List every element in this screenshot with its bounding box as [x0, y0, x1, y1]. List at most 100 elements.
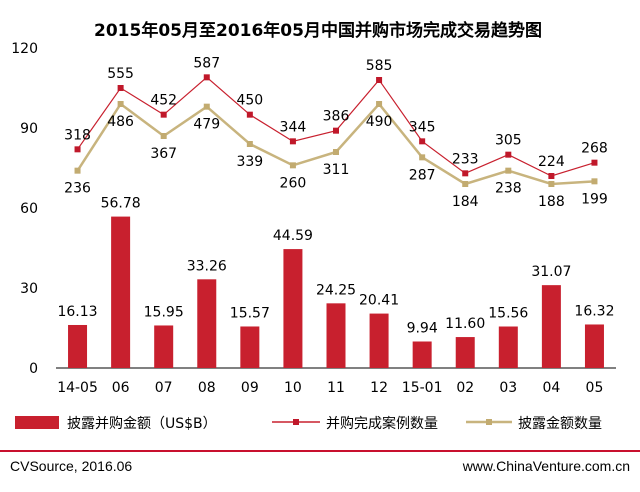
bar	[584, 324, 604, 368]
legend-bar-swatch	[15, 416, 59, 429]
case-count-value-label: 344	[280, 119, 307, 135]
bar	[240, 326, 260, 368]
bar-labels-group: 16.13 56.78 15.95 33.26 15.57 44.59 24.2520.41…	[57, 196, 614, 337]
bar	[369, 313, 389, 368]
x-tick-label: 04	[542, 380, 560, 396]
case-count-value-label: 345	[409, 119, 436, 135]
case-count-value-label: 452	[150, 93, 177, 109]
amount-count-value-label: 490	[366, 114, 393, 130]
bar-value-label: 9.94	[407, 320, 438, 336]
bar	[68, 324, 88, 368]
amount-count-value-label: 238	[495, 181, 522, 197]
bar	[326, 303, 346, 368]
amount-count-marker	[203, 103, 210, 110]
x-tick-label: 11	[327, 380, 345, 396]
bar-value-label: 44.59	[273, 228, 313, 244]
case-count-value-label: 386	[323, 109, 350, 125]
legend-bar-label: 披露并购金额（US$B）	[67, 416, 217, 432]
case-count-marker	[203, 74, 210, 81]
case-count-marker	[74, 146, 81, 153]
website-text: www.ChinaVenture.com.cn	[462, 458, 630, 474]
bar-value-label: 16.13	[57, 304, 97, 320]
x-tick-label: 10	[284, 380, 302, 396]
bar-value-label: 15.95	[144, 304, 184, 320]
amount-count-value-label: 184	[452, 194, 479, 210]
case-count-marker	[505, 151, 512, 158]
amount-count-value-label: 236	[64, 181, 91, 197]
bar	[498, 326, 518, 368]
x-tick-label: 05	[586, 380, 604, 396]
case-count-value-label: 585	[366, 58, 393, 74]
amount-count-marker	[462, 181, 469, 187]
y-tick-label: 120	[11, 41, 38, 57]
amount-count-value-label: 260	[280, 175, 307, 191]
case-count-marker	[376, 77, 383, 83]
x-axis-ticks: 14-05 06 07 08 09 10 11 12 15-01 02 03 04 05	[57, 380, 603, 396]
bar	[541, 285, 561, 368]
case-count-marker	[333, 127, 339, 134]
bar-value-label: 33.26	[187, 258, 227, 274]
case-count-value-label: 224	[538, 154, 565, 170]
bar-value-label: 11.60	[445, 316, 485, 332]
bar-value-label: 56.78	[101, 196, 141, 212]
amount-count-value-label: 199	[581, 191, 608, 207]
amount-count-marker	[160, 133, 167, 139]
x-tick-label: 07	[155, 380, 173, 396]
bar-value-label: 24.25	[316, 282, 356, 298]
x-tick-label: 08	[198, 380, 216, 396]
case-count-marker	[591, 159, 598, 166]
amount-count-value-label: 479	[193, 117, 220, 133]
chart-svg: 2015年05月至2016年05月中国并购市场完成交易趋势图 03 06 09 0 12…	[11, 20, 616, 432]
x-tick-label: 02	[456, 380, 474, 396]
case-count-value-label: 305	[495, 133, 522, 149]
x-tick-label: 14-05	[57, 380, 98, 396]
x-tick-label: 09	[241, 380, 259, 396]
case-count-marker	[462, 170, 469, 177]
case-count-value-label: 555	[107, 66, 134, 82]
case-count-value-label: 318	[64, 127, 91, 143]
bar	[197, 279, 217, 368]
bar	[283, 249, 303, 368]
amount-count-marker	[419, 154, 426, 161]
case-count-marker	[246, 111, 253, 118]
amount-count-marker	[333, 149, 339, 155]
amount-count-value-label: 188	[538, 194, 565, 210]
bar-value-label: 16.32	[574, 303, 614, 319]
line-labels-group: 236 486 367 479 339 260 311 490 287 184 238 188 199 3…	[64, 55, 608, 210]
x-tick-label: 03	[499, 380, 517, 396]
amount-count-marker	[289, 162, 296, 169]
x-tick-label: 06	[112, 380, 130, 396]
amount-count-marker	[246, 141, 253, 147]
case-count-marker	[548, 173, 555, 179]
legend-count-label: 并购完成案例数量	[326, 415, 438, 432]
case-count-value-label: 450	[236, 93, 263, 109]
amount-count-marker	[591, 178, 598, 185]
case-count-marker	[289, 138, 296, 145]
x-tick-label: 15-01	[402, 380, 443, 396]
amount-count-value-label: 367	[150, 146, 177, 162]
lines-group	[74, 74, 598, 187]
bars-group	[68, 216, 604, 368]
legend-amount-marker	[486, 419, 492, 425]
chart-title: 2015年05月至2016年05月中国并购市场完成交易趋势图	[94, 20, 542, 41]
amount-count-marker	[548, 181, 555, 187]
case-count-value-label: 233	[452, 151, 479, 167]
case-count-marker	[160, 111, 167, 118]
amount-count-value-label: 287	[409, 167, 436, 183]
bar	[154, 325, 174, 368]
source-text: CVSource, 2016.06	[10, 458, 133, 474]
case-count-marker	[117, 85, 124, 91]
bar	[412, 341, 432, 368]
bar	[455, 337, 475, 368]
footer-divider	[0, 450, 640, 452]
y-axis-ticks: 0 30 60 90 120	[11, 41, 38, 377]
amount-count-marker	[117, 101, 124, 107]
y-tick-label: 0	[29, 361, 38, 377]
bar-value-label: 31.07	[531, 264, 571, 280]
legend-count-marker	[293, 419, 299, 425]
case-count-marker	[419, 138, 426, 145]
legend-amount-label: 披露金额数量	[518, 416, 602, 432]
amount-count-value-label: 486	[107, 114, 134, 130]
legend: 披露并购金额（US$B） 并购完成案例数量 披露金额数量	[15, 415, 602, 432]
x-tick-label: 12	[370, 380, 388, 396]
